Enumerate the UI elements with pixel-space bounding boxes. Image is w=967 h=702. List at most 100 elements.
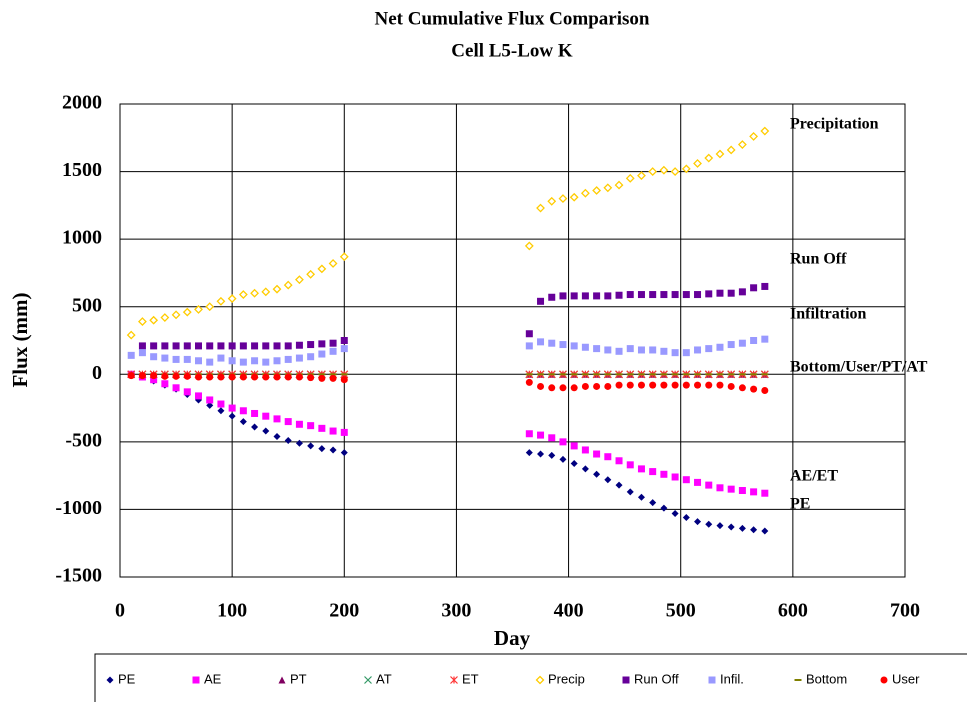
annotation: Infiltration xyxy=(790,306,867,323)
marker xyxy=(681,164,691,174)
marker xyxy=(250,288,259,298)
marker xyxy=(615,291,623,299)
legend-label: PE xyxy=(118,671,136,686)
marker xyxy=(705,381,713,389)
marker xyxy=(626,461,634,469)
marker xyxy=(761,489,769,497)
marker xyxy=(295,275,304,285)
marker xyxy=(761,335,769,343)
marker xyxy=(525,449,533,457)
marker xyxy=(559,341,567,349)
marker xyxy=(604,346,612,354)
marker xyxy=(161,354,169,362)
marker xyxy=(682,514,690,522)
marker xyxy=(761,387,769,395)
marker xyxy=(317,264,327,274)
marker xyxy=(295,439,303,447)
marker xyxy=(580,188,590,198)
marker xyxy=(217,354,225,362)
marker xyxy=(705,520,713,528)
marker xyxy=(660,504,668,512)
marker xyxy=(581,446,589,454)
marker xyxy=(228,342,236,350)
marker xyxy=(671,381,679,389)
marker xyxy=(682,381,690,389)
marker xyxy=(262,412,270,420)
series xyxy=(127,372,769,395)
marker xyxy=(183,388,191,396)
marker xyxy=(694,291,702,299)
marker xyxy=(750,385,758,393)
marker xyxy=(228,404,236,412)
marker xyxy=(547,196,557,206)
x-tick-label: 400 xyxy=(554,600,584,622)
marker xyxy=(637,171,646,181)
legend-label: PT xyxy=(290,671,307,686)
marker xyxy=(262,373,270,381)
marker xyxy=(559,384,567,392)
y-tick-label: -1000 xyxy=(55,497,102,519)
marker xyxy=(738,487,746,495)
marker xyxy=(570,292,578,300)
marker xyxy=(558,194,568,204)
marker xyxy=(604,453,612,461)
marker xyxy=(626,381,634,389)
x-tick-label: 0 xyxy=(115,600,125,622)
marker xyxy=(172,384,180,392)
legend-label: Bottom xyxy=(806,671,847,686)
marker xyxy=(525,330,533,338)
marker xyxy=(340,449,348,457)
marker xyxy=(149,315,159,325)
marker xyxy=(239,358,247,366)
marker xyxy=(671,509,679,517)
marker xyxy=(537,382,545,390)
marker xyxy=(295,373,303,381)
marker xyxy=(727,485,735,493)
y-tick-label: 0 xyxy=(92,362,102,384)
marker xyxy=(340,345,348,353)
marker xyxy=(682,291,690,299)
legend-label: User xyxy=(892,671,920,686)
marker xyxy=(206,401,214,409)
marker xyxy=(161,380,169,388)
legend-label: AE xyxy=(204,671,222,686)
marker xyxy=(880,676,888,684)
marker xyxy=(206,358,214,366)
marker xyxy=(716,484,724,492)
y-tick-label: 1000 xyxy=(62,227,102,249)
marker xyxy=(570,459,578,467)
x-tick-label: 600 xyxy=(778,600,808,622)
marker xyxy=(537,431,545,439)
marker xyxy=(217,407,225,415)
marker xyxy=(171,310,181,320)
series xyxy=(126,126,770,340)
marker xyxy=(307,353,315,361)
y-tick-label: 1500 xyxy=(62,159,102,181)
marker xyxy=(273,373,281,381)
marker xyxy=(340,337,348,344)
marker xyxy=(262,342,270,350)
x-tick-label: 300 xyxy=(441,600,471,622)
marker xyxy=(614,180,624,190)
marker xyxy=(559,292,567,300)
marker xyxy=(239,342,247,350)
marker xyxy=(716,381,724,389)
marker xyxy=(524,241,534,251)
plot-border xyxy=(119,103,906,578)
marker xyxy=(192,676,200,684)
marker xyxy=(150,372,158,380)
marker xyxy=(150,353,158,361)
marker xyxy=(329,347,337,355)
marker xyxy=(227,294,237,304)
marker xyxy=(622,676,630,684)
marker xyxy=(450,676,458,684)
marker xyxy=(195,392,202,400)
marker xyxy=(340,376,348,384)
marker xyxy=(670,167,680,176)
marker xyxy=(329,427,337,435)
marker xyxy=(273,342,281,350)
marker xyxy=(716,289,724,297)
marker xyxy=(626,488,634,496)
marker xyxy=(307,422,315,430)
marker xyxy=(183,372,191,380)
